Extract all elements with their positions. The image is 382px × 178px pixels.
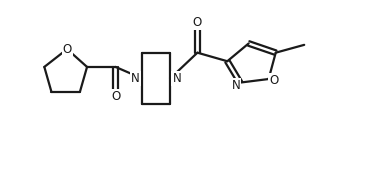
Text: N: N [231,79,240,92]
Text: O: O [269,74,278,87]
Text: N: N [131,72,140,85]
Text: O: O [63,43,72,56]
Text: O: O [193,16,202,29]
Text: O: O [111,90,120,103]
Text: N: N [172,72,181,85]
